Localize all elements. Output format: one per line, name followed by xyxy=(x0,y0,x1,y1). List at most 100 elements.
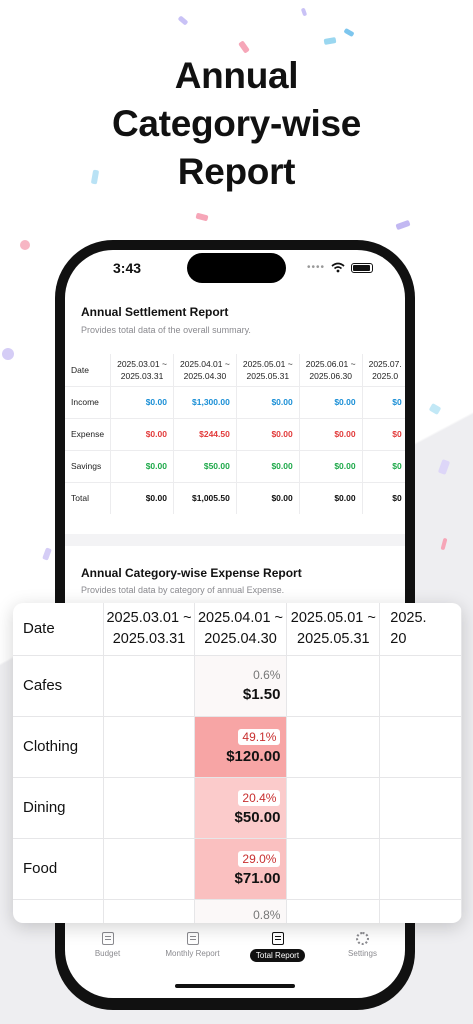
period-start: 2025.03.01 ~ xyxy=(106,609,192,626)
expense-value: $0.00 xyxy=(110,417,174,450)
signal-icon: •••• xyxy=(306,262,325,273)
period-header: 2025.05.01 ~ 2025.05.31 xyxy=(286,603,381,655)
row-label: Total xyxy=(65,481,112,514)
table-row: Dining 20.4% $50.00 xyxy=(13,776,462,838)
period-end: 2025.04.30 xyxy=(183,370,227,381)
savings-value: $0 xyxy=(362,449,405,482)
headline-line: Report xyxy=(177,151,296,192)
category-cell: 20.4% $50.00 xyxy=(194,776,288,838)
list-icon xyxy=(186,932,199,945)
empty-cell xyxy=(286,898,381,923)
category-amount: $1.50 xyxy=(242,686,281,703)
category-percent: 0.8% xyxy=(253,907,281,922)
empty-cell xyxy=(286,715,381,777)
empty-cell xyxy=(103,837,195,899)
table-row: Food 29.0% $71.00 xyxy=(13,837,462,899)
period-start: 2025.03.01 ~ xyxy=(117,358,167,369)
income-value: $1,300.00 xyxy=(173,385,237,418)
settlement-table: Date 2025.03.01 ~2025.03.31 2025.04.01 ~… xyxy=(65,354,405,514)
period-end: 2025.05.31 xyxy=(297,630,370,647)
period-header: 2025.03.01 ~2025.03.31 xyxy=(110,354,174,386)
empty-cell xyxy=(379,898,462,923)
chart-icon xyxy=(271,932,284,945)
category-label: Cafes xyxy=(13,654,105,716)
period-start: 2025.05.01 ~ xyxy=(242,358,293,369)
expense-value: $0.00 xyxy=(299,417,363,450)
tab-bar: Budget Monthly Report Total Report Setti… xyxy=(65,926,405,976)
period-header: 2025. 20 xyxy=(379,603,462,655)
period-header: 2025.04.01 ~ 2025.04.30 xyxy=(194,603,288,655)
row-label: Savings xyxy=(65,449,112,482)
empty-cell xyxy=(379,654,462,716)
income-value: $0 xyxy=(362,385,405,418)
category-label xyxy=(13,898,105,923)
table-row: Date 2025.03.01 ~2025.03.31 2025.04.01 ~… xyxy=(65,354,405,386)
period-header: 2025.04.01 ~2025.04.30 xyxy=(173,354,237,386)
empty-cell xyxy=(103,715,195,777)
period-start: 2025.05.01 ~ xyxy=(290,609,376,626)
status-icons: •••• xyxy=(307,262,373,273)
settlement-subtitle: Provides total data of the overall summa… xyxy=(81,325,251,335)
table-row: Expense $0.00 $244.50 $0.00 $0.00 $0 xyxy=(65,417,405,450)
expense-value: $0 xyxy=(362,417,405,450)
category-cell: 29.0% $71.00 xyxy=(194,837,288,899)
period-start: 2025.04.01 ~ xyxy=(197,609,284,626)
headline-line: Category-wise xyxy=(111,103,361,144)
period-header: 2025.07. 2025.0 xyxy=(362,354,405,386)
confetti-decoration xyxy=(20,240,30,250)
category-label: Dining xyxy=(13,776,105,838)
table-row: Income $0.00 $1,300.00 $0.00 $0.00 $0 xyxy=(65,385,405,418)
empty-cell xyxy=(379,837,462,899)
gear-icon xyxy=(356,932,369,945)
tab-total-report[interactable]: Total Report xyxy=(238,926,318,976)
period-end: 2025.03.31 xyxy=(120,370,164,381)
expense-value: $244.50 xyxy=(173,417,237,450)
tab-monthly-report[interactable]: Monthly Report xyxy=(153,926,233,976)
empty-cell xyxy=(286,654,381,716)
expense-report-subtitle: Provides total data by category of annua… xyxy=(81,585,285,595)
empty-cell xyxy=(103,654,195,716)
period-end: 2025.05.31 xyxy=(246,370,290,381)
savings-value: $0.00 xyxy=(236,449,300,482)
total-value: $0.00 xyxy=(236,481,300,514)
category-cell: 49.1% $120.00 xyxy=(194,715,288,777)
table-row: Clothing 49.1% $120.00 xyxy=(13,715,462,777)
section-divider xyxy=(65,534,405,546)
total-value: $1,005.50 xyxy=(173,481,237,514)
empty-cell xyxy=(103,898,195,923)
category-amount: $71.00 xyxy=(234,870,281,887)
status-time: 3:43 xyxy=(113,260,142,276)
empty-cell xyxy=(286,837,381,899)
confetti-decoration xyxy=(2,348,14,360)
expense-table-zoom: Date 2025.03.01 ~ 2025.03.31 2025.04.01 ~… xyxy=(13,603,462,923)
category-cell: 0.6% $1.50 xyxy=(194,654,288,716)
document-icon xyxy=(101,932,114,945)
headline-line: Annual xyxy=(174,55,299,96)
tab-budget[interactable]: Budget xyxy=(68,926,148,976)
category-percent: 29.0% xyxy=(238,851,281,867)
period-start: 2025.04.01 ~ xyxy=(179,358,230,369)
table-row: Date 2025.03.01 ~2025.03.31 2025.04.01 ~… xyxy=(13,603,462,655)
category-label: Food xyxy=(13,837,105,899)
total-value: $0.00 xyxy=(299,481,363,514)
empty-cell xyxy=(286,776,381,838)
table-row: Cafes 0.6% $1.50 xyxy=(13,654,462,716)
category-label: Clothing xyxy=(13,715,105,777)
period-end: 2025.03.31 xyxy=(112,630,186,647)
period-end: 20 xyxy=(390,630,407,647)
period-start: 2025.06.01 ~ xyxy=(305,358,356,369)
empty-cell xyxy=(379,776,462,838)
home-indicator xyxy=(175,984,295,988)
category-percent: 20.4% xyxy=(238,790,281,806)
expense-table: Date 2025.03.01 ~ 2025.03.31 2025.04.01 ~… xyxy=(13,603,462,923)
tab-settings[interactable]: Settings xyxy=(323,926,403,976)
empty-cell xyxy=(379,715,462,777)
tab-label: Total Report xyxy=(249,949,306,962)
empty-cell xyxy=(103,776,195,838)
tab-label: Budget xyxy=(94,949,121,958)
settlement-title: Annual Settlement Report xyxy=(81,305,229,319)
dynamic-island xyxy=(187,253,286,283)
tab-label: Settings xyxy=(348,949,377,958)
period-end: 2025.04.30 xyxy=(204,630,277,647)
expense-report-title: Annual Category-wise Expense Report xyxy=(81,566,302,580)
